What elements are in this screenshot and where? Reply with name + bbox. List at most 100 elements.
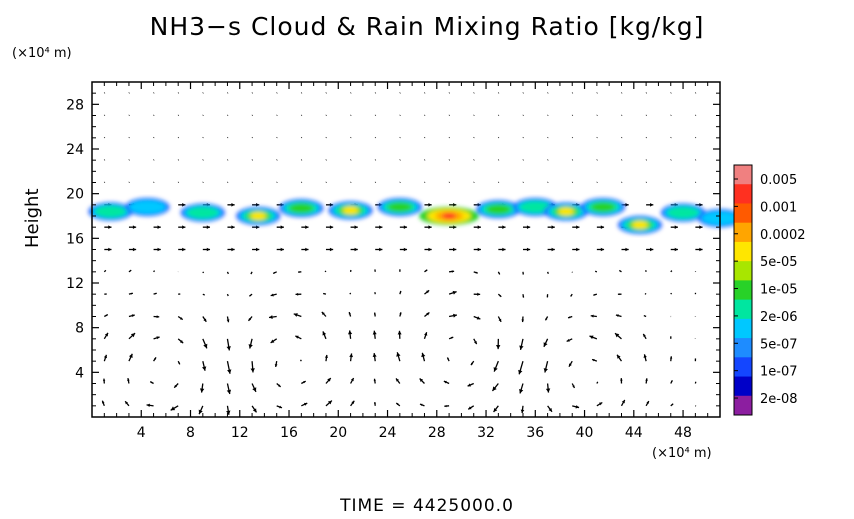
wind-vector-head [170, 406, 176, 411]
wind-vector-head [695, 381, 697, 383]
wind-vector-head [350, 378, 354, 382]
wind-vector-head [329, 247, 334, 252]
wind-vector-head [470, 362, 474, 366]
wind-vector-head [322, 331, 327, 336]
wind-vector-head [643, 333, 646, 337]
colorbar-swatch [734, 261, 752, 281]
wind-vector-head [108, 225, 112, 229]
wind-vector-head [502, 225, 506, 229]
wind-vector-head [324, 354, 328, 358]
wind-vector-head [379, 247, 383, 252]
wind-vector-head [426, 290, 430, 294]
wind-vector-head [347, 330, 353, 335]
wind-vector-head [575, 405, 580, 409]
wind-vector-head [576, 247, 580, 252]
wind-vector-head [396, 378, 399, 382]
wind-vector-head [451, 270, 455, 273]
wind-vector-head [570, 295, 572, 297]
x-tick-label: 36 [526, 425, 544, 441]
wind-vector-head [293, 313, 298, 317]
wind-vector-head [329, 203, 334, 207]
y-tick-label: 20 [66, 187, 84, 203]
colorbar-swatch [734, 376, 752, 397]
wind-vector-head [670, 336, 672, 338]
wind-vector-head [231, 203, 235, 207]
wind-vector-head [153, 357, 157, 360]
wind-vector-head [329, 225, 334, 229]
wind-vector-head [547, 272, 549, 274]
wind-vector-head [568, 363, 572, 367]
wind-vector-head [452, 290, 457, 295]
wind-vector-head [428, 203, 432, 207]
wind-vector-head [468, 406, 472, 410]
wind-vector-head [179, 339, 184, 344]
wind-vector-head [568, 316, 571, 319]
wind-vector-head [303, 402, 308, 406]
cloud-blob [558, 207, 575, 216]
wind-vector-head [374, 269, 376, 271]
cloud-blob [631, 220, 648, 229]
wind-vector [644, 292, 647, 295]
colorbar-swatch [734, 357, 752, 378]
wind-vector-head [526, 225, 531, 229]
wind-vector-head [249, 294, 252, 297]
cloud-mixing-ratio-field [88, 198, 742, 234]
wind-vector-head [373, 378, 376, 382]
wind-vector-head [615, 314, 619, 318]
wind-vector-head [327, 400, 332, 405]
wind-vector-head [396, 403, 399, 406]
wind-vector-head [599, 402, 603, 406]
wind-vector-head [650, 247, 654, 252]
y-tick-label: 16 [66, 231, 84, 247]
wind-vector-head [203, 318, 207, 322]
wind-vector-head [279, 405, 283, 409]
wind-vector-head [104, 332, 108, 337]
wind-vector-head [182, 225, 186, 229]
colorbar-swatch [734, 338, 752, 358]
wind-vector-head [303, 381, 306, 384]
wind-vector-head [256, 203, 260, 207]
wind-vector-head [600, 247, 605, 252]
wind-vector-head [103, 354, 108, 359]
wind-vector-head [548, 407, 552, 412]
wind-vector-head [694, 358, 697, 360]
cloud-blob [387, 202, 412, 213]
colorbar-swatch [734, 222, 752, 243]
wind-vector-head [477, 292, 481, 296]
wind-vector-head [453, 247, 457, 252]
wind-vector-head [198, 409, 203, 415]
wind-vector-head [493, 408, 498, 412]
wind-vector-head [248, 344, 253, 349]
wind-vector-head [453, 225, 457, 229]
x-tick-label: 48 [674, 425, 692, 441]
wind-vector-head [428, 247, 432, 252]
y-tick-label: 28 [66, 97, 84, 113]
colorbar-label: 1e-07 [760, 365, 798, 380]
wind-vector-head [179, 317, 183, 320]
colorbar-frame [733, 164, 753, 416]
wind-vector-head [419, 403, 423, 406]
wind-vector-head [131, 314, 135, 318]
chart-title: NH3−s Cloud & Rain Mixing Ratio [kg/kg] [149, 12, 705, 41]
wind-vector-head [248, 317, 252, 321]
wind-vector-head [543, 368, 548, 373]
wind-vector-head [453, 203, 457, 207]
wind-vector-head [351, 400, 355, 404]
cloud-blob [519, 201, 552, 214]
x-tick-label: 16 [280, 425, 298, 441]
x-tick-label: 28 [428, 425, 446, 441]
wind-vector-head [252, 408, 257, 413]
wind-vector-head [321, 311, 325, 315]
colorbar-label: 2e-06 [760, 310, 798, 325]
wind-vector-head [566, 338, 570, 342]
wind-vector-head [399, 269, 401, 271]
cloud-blob [591, 202, 616, 213]
wind-vector-head [450, 336, 454, 339]
wind-vector-head [496, 345, 501, 350]
wind-vector-head [182, 247, 186, 252]
wind-vector-head [674, 225, 678, 229]
wind-vector-head [619, 270, 621, 272]
wind-vector-head [226, 346, 231, 351]
wind-vector-head [519, 389, 524, 394]
